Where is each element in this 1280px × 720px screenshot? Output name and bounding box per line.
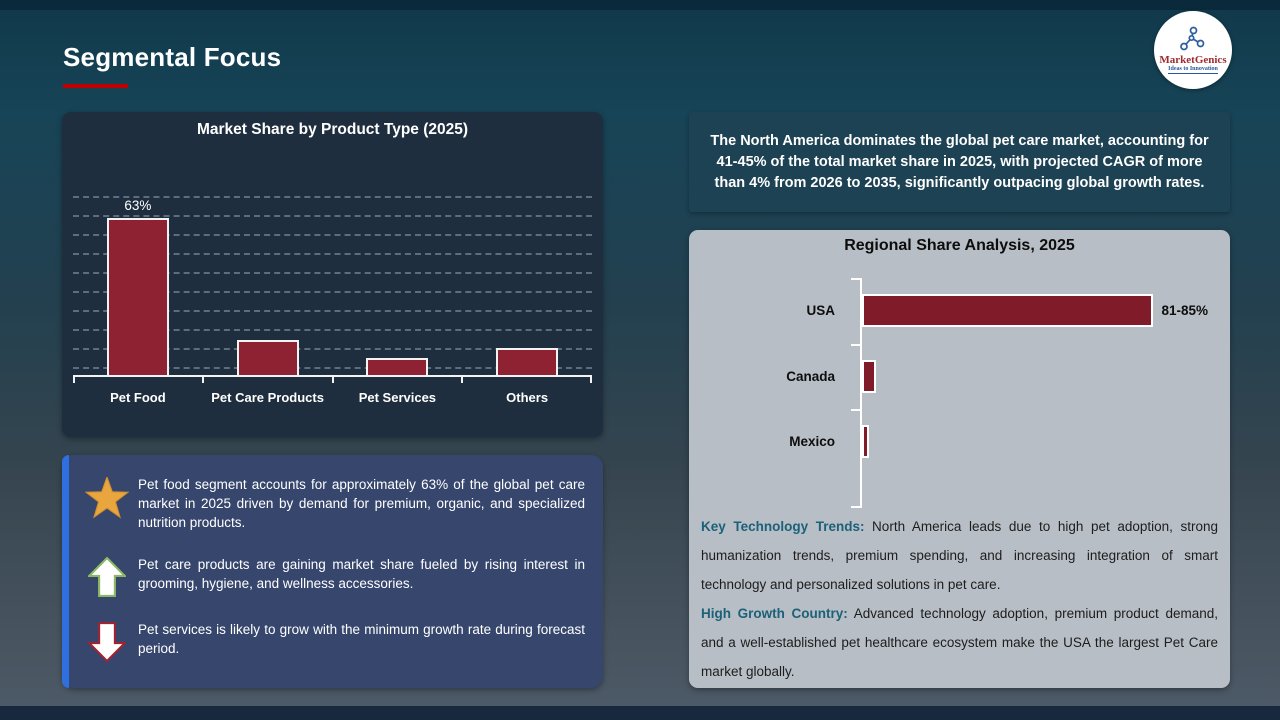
y-axis-tick — [851, 344, 860, 346]
gridline — [73, 215, 592, 217]
insight-list: Pet food segment accounts for approximat… — [76, 475, 593, 685]
product-share-chart-panel: Market Share by Product Type (2025) 63% — [62, 112, 603, 437]
x-axis-tick — [590, 375, 592, 383]
product-chart-title: Market Share by Product Type (2025) — [196, 121, 469, 138]
bar-others — [496, 347, 559, 375]
page-title: Segmental Focus — [63, 42, 282, 72]
gridline — [73, 367, 592, 369]
x-label-others: Others — [506, 390, 549, 405]
regional-chart-title: Regional Share Analysis, 2025 — [844, 237, 1075, 254]
insight-item-pet-care-products: Pet care products are gaining market sha… — [76, 555, 593, 597]
bar-group-pet-care-products — [203, 152, 333, 375]
bottom-strip — [0, 706, 1280, 720]
bar-pet-food — [106, 217, 169, 375]
logo-brand: MarketGenics — [1159, 54, 1227, 66]
hbar-row-canada: Canada — [689, 360, 1218, 393]
bar-group-others — [462, 152, 592, 375]
molecule-icon — [1178, 26, 1208, 53]
product-chart-bars: 63% — [73, 152, 592, 375]
regional-panel: Regional Share Analysis, 2025 USA 81-85%… — [689, 230, 1230, 688]
insight-text: Pet services is likely to grow with the … — [138, 622, 585, 656]
x-axis-labels: Pet Food Pet Care Products Pet Services … — [73, 390, 592, 405]
gridline — [73, 329, 592, 331]
top-strip — [0, 0, 1280, 10]
x-axis-tick — [202, 375, 204, 383]
arrow-up-icon — [76, 555, 138, 597]
note-heading: High Growth Country: — [701, 606, 848, 621]
y-axis — [860, 278, 862, 508]
note-body: North America leads due to high pet adop… — [701, 519, 1219, 592]
product-chart-plot: 63% — [73, 112, 592, 375]
note-body: Advanced technology adoption, premium pr… — [701, 606, 1219, 679]
note-high-growth-country: High Growth Country: Advanced technology… — [701, 599, 1218, 686]
regional-chart: USA 81-85% Canada Mexico — [689, 278, 1230, 508]
headline-text: The North America dominates the global p… — [710, 132, 1209, 191]
insight-box: Pet food segment accounts for approximat… — [62, 455, 603, 688]
regional-notes: Key Technology Trends: North America lea… — [701, 512, 1218, 686]
logo: MarketGenics Ideas to Innovation — [1154, 11, 1232, 89]
hbar-label-canada: Canada — [786, 369, 835, 384]
note-heading: Key Technology Trends: — [701, 519, 865, 534]
gridline — [73, 291, 592, 293]
hbar-label-mexico: Mexico — [789, 434, 835, 449]
arrow-down-icon — [76, 620, 138, 662]
hbar-row-usa: USA 81-85% — [689, 294, 1218, 327]
headline-box: The North America dominates the global p… — [689, 112, 1230, 212]
insight-item-pet-food: Pet food segment accounts for approximat… — [76, 475, 593, 532]
y-axis-tick — [851, 278, 860, 280]
x-label-pet-care-products: Pet Care Products — [211, 390, 324, 405]
hbar-usa — [862, 294, 1153, 327]
bar-group-pet-services — [333, 152, 463, 375]
bar-pet-services — [366, 357, 429, 375]
bar-group-pet-food: 63% — [73, 152, 203, 375]
y-axis-tick — [851, 506, 860, 508]
logo-tagline: Ideas to Innovation — [1168, 66, 1218, 74]
gridline — [73, 196, 592, 198]
x-label-pet-food: Pet Food — [110, 390, 166, 405]
insight-item-pet-services: Pet services is likely to grow with the … — [76, 620, 593, 662]
x-axis-tick — [73, 375, 75, 383]
bar-pet-care-products — [236, 340, 299, 375]
gridline — [73, 348, 592, 350]
note-key-technology-trends: Key Technology Trends: North America lea… — [701, 512, 1218, 599]
insight-text: Pet care products are gaining market sha… — [138, 557, 585, 591]
insight-text: Pet food segment accounts for approximat… — [138, 477, 585, 530]
hbar-value-usa: 81-85% — [1161, 303, 1209, 318]
star-icon — [76, 475, 138, 519]
gridlines — [73, 112, 592, 375]
gridline — [73, 272, 592, 274]
gridline — [73, 253, 592, 255]
gridline — [73, 234, 592, 236]
hbar-row-mexico: Mexico — [689, 425, 1218, 458]
hbar-label-usa: USA — [806, 303, 835, 318]
y-axis-tick — [851, 409, 860, 411]
title-underline — [63, 84, 128, 88]
x-axis-tick — [332, 375, 334, 383]
gridline — [73, 310, 592, 312]
accent-stripe — [62, 455, 69, 688]
x-label-pet-services: Pet Services — [358, 390, 437, 405]
x-axis-tick — [461, 375, 463, 383]
hbar-canada — [862, 360, 876, 393]
bar-value-label: 63% — [124, 197, 152, 213]
hbar-mexico — [862, 425, 869, 458]
